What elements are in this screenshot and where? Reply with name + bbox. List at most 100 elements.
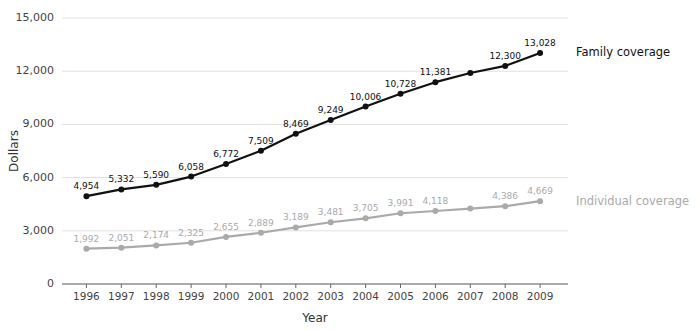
x-tick-label: 2004 (352, 290, 379, 302)
data-label: 10,006 (350, 92, 382, 102)
x-tick-label: 2001 (248, 290, 275, 302)
point (537, 50, 543, 56)
x-tick (191, 284, 192, 288)
series-name: Family coverage (576, 45, 670, 59)
data-label: 9,249 (318, 105, 344, 115)
x-axis-label: Year (301, 311, 327, 325)
data-label: 4,669 (527, 186, 553, 196)
data-label: 8,469 (283, 119, 309, 129)
labels: 4,954 5,332 5,590 6,058 6,772 7,509 8,469 9,249… (74, 38, 690, 244)
series-line (86, 201, 540, 248)
y-tick-label: 6,000 (23, 171, 55, 184)
x-tick (435, 284, 436, 288)
chart-svg: 03,0006,0009,00012,00015,000199619971998… (0, 0, 700, 330)
grid-line (62, 71, 568, 72)
data-label: 10,728 (385, 79, 417, 89)
data-label: 3,705 (353, 203, 379, 213)
background (0, 0, 700, 330)
x-tick-label: 2007 (457, 290, 484, 302)
point (188, 240, 194, 246)
point (118, 186, 124, 192)
x-tick-label: 2003 (317, 290, 344, 302)
point (258, 230, 264, 236)
point (223, 161, 229, 167)
x-tick (540, 284, 541, 288)
point (467, 70, 473, 76)
point (363, 104, 369, 110)
point (118, 245, 124, 251)
x-tick (400, 284, 401, 288)
point (363, 215, 369, 221)
x-tick-label: 1999 (178, 290, 205, 302)
data-label: 4,954 (74, 181, 100, 191)
x-tick (470, 284, 471, 288)
y-axis: 0 3,000 6,000 9,000 12,000 15,000 (16, 11, 569, 290)
data-label: 12,300 (489, 51, 521, 61)
point (188, 174, 194, 180)
x-tick-label: 1996 (73, 290, 100, 302)
x-tick (505, 284, 506, 288)
data-label: 3,481 (318, 207, 344, 217)
x-tick-label: 2000 (213, 290, 240, 302)
data-label: 4,386 (492, 191, 518, 201)
x-tick (226, 284, 227, 288)
data-label: 2,655 (213, 222, 239, 232)
plot-area (83, 50, 543, 252)
y-tick-label: 12,000 (16, 64, 55, 77)
data-label: 4,118 (423, 196, 449, 206)
point (153, 242, 159, 248)
x-tick-label: 2006 (422, 290, 449, 302)
data-label: 2,174 (143, 230, 169, 240)
point (83, 246, 89, 252)
y-tick-label: 15,000 (16, 11, 55, 24)
x-axis-line (62, 284, 568, 285)
series-line (86, 53, 540, 196)
x-tick (121, 284, 122, 288)
point (467, 206, 473, 212)
x-tick-label: 2005 (387, 290, 414, 302)
point (293, 131, 299, 137)
data-label: 5,332 (108, 174, 134, 184)
data-label: 6,058 (178, 162, 204, 172)
x-tick (330, 284, 331, 288)
x-tick-label: 2002 (282, 290, 309, 302)
point (502, 203, 508, 209)
x-tick (156, 284, 157, 288)
data-label: 2,325 (178, 228, 204, 238)
point (83, 193, 89, 199)
x-axis: 1996199719981999200020012002200320042005… (62, 284, 568, 302)
x-tick-label: 2009 (527, 290, 554, 302)
point (223, 234, 229, 240)
point (537, 198, 543, 204)
x-tick (295, 284, 296, 288)
point (397, 210, 403, 216)
y-tick-label: 9,000 (23, 117, 55, 130)
data-label: 11,381 (420, 67, 452, 77)
x-tick (260, 284, 261, 288)
grid-line (62, 18, 568, 19)
grid-line (62, 230, 568, 231)
chart-container: 03,0006,0009,00012,00015,000199619971998… (0, 0, 700, 330)
x-tick (86, 284, 87, 288)
point (397, 91, 403, 97)
data-label: 2,051 (108, 233, 134, 243)
data-label: 3,991 (388, 198, 414, 208)
grid-line (62, 177, 568, 178)
data-label: 7,509 (248, 136, 274, 146)
point (328, 219, 334, 225)
series-name: Individual coverage (576, 194, 689, 208)
data-label: 6,772 (213, 149, 239, 159)
x-tick (365, 284, 366, 288)
point (293, 224, 299, 230)
y-axis-label: Dollars (7, 130, 21, 172)
y-tick-label: 3,000 (23, 224, 55, 237)
point (432, 208, 438, 214)
data-label: 3,189 (283, 212, 309, 222)
data-label: 5,590 (143, 170, 169, 180)
x-tick-label: 1997 (108, 290, 135, 302)
point (153, 182, 159, 188)
point (432, 79, 438, 85)
data-label: 1,992 (74, 234, 100, 244)
y-tick-label: 0 (47, 277, 54, 290)
data-label: 13,028 (524, 38, 556, 48)
